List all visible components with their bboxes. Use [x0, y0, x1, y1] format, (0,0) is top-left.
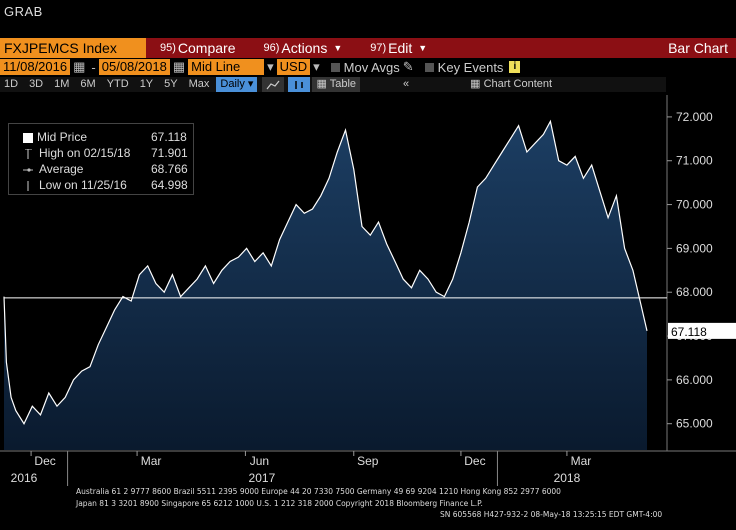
period-5y[interactable]: 5Y	[164, 78, 178, 90]
main-toolbar: FXJPEMCS Index 95) Compare 96) Actions ▼…	[0, 38, 736, 58]
line-type-select[interactable]: Mid Line	[188, 59, 265, 75]
legend-low-label: Low on 11/25/16	[39, 178, 127, 192]
legend-high-value: 71.901	[151, 146, 188, 160]
x-year-label: 2016	[11, 471, 38, 485]
period-1y[interactable]: 1Y	[139, 78, 154, 90]
y-tick-label: 70.000	[676, 198, 713, 212]
x-tick-label: Jun	[250, 454, 269, 468]
date-separator: -	[91, 59, 96, 75]
x-tick-label: Sep	[357, 454, 379, 468]
currency-field[interactable]: USD	[276, 59, 311, 75]
legend-mid-value: 67.118	[151, 130, 187, 144]
dropdown-caret-icon[interactable]: ▾	[267, 59, 274, 74]
actions-caret-icon: ▼	[333, 43, 343, 53]
high-marker-icon	[25, 149, 32, 159]
key-events-label: Key Events	[437, 59, 504, 75]
period-1m[interactable]: 1M	[54, 78, 70, 90]
mov-avgs-label: Mov Avgs	[343, 59, 400, 75]
compare-number: 95)	[160, 42, 176, 54]
footer-contacts: Australia 61 2 9777 8600 Brazil 5511 239…	[76, 487, 561, 496]
x-year-label: 2017	[249, 471, 276, 485]
edit-label: Edit	[388, 40, 413, 56]
legend-row-low: Low on 11/25/16 64.998	[9, 178, 195, 193]
table-label: Table	[329, 78, 356, 90]
frequency-label: Daily	[220, 78, 245, 90]
window-title: GRAB	[4, 4, 43, 19]
period-3d[interactable]: 3D	[29, 78, 44, 90]
period-ytd[interactable]: YTD	[106, 78, 129, 90]
period-max[interactable]: Max	[188, 78, 210, 90]
line-chart-icon[interactable]	[262, 77, 285, 92]
legend-mid-label: Mid Price	[37, 130, 88, 144]
legend-row-average: Average 68.766	[9, 162, 195, 177]
legend-low-value: 64.998	[151, 178, 188, 192]
edit-number: 97)	[370, 42, 387, 54]
table-button[interactable]: ▦ Table	[312, 77, 360, 92]
compare-label: Compare	[177, 40, 236, 56]
start-date-field[interactable]: 11/08/2016	[0, 59, 71, 75]
dropdown-caret-icon[interactable]: ▾	[313, 59, 320, 74]
average-marker-icon	[23, 168, 33, 172]
legend-row-high: High on 02/15/18 71.901	[9, 146, 195, 161]
end-date-field[interactable]: 05/08/2018	[98, 59, 170, 75]
calendar-icon[interactable]: ▦	[73, 59, 86, 74]
y-tick-label: 72.000	[676, 110, 713, 124]
price-line	[3, 119, 648, 425]
ticker-field[interactable]: FXJPEMCS Index	[0, 38, 146, 58]
edit-caret-icon: ▼	[418, 43, 428, 53]
chart-legend: Mid Price 67.118 High on 02/15/18 71.901…	[8, 123, 194, 195]
pencil-icon[interactable]: ✎	[402, 59, 414, 74]
y-tick-label: 69.000	[676, 241, 713, 255]
compare-menu[interactable]: 95) Compare	[146, 38, 250, 58]
x-tick-label: Dec	[34, 454, 55, 468]
collapse-chevrons-icon[interactable]: «	[403, 78, 410, 90]
legend-swatch	[23, 133, 33, 143]
x-tick-label: Mar	[141, 454, 162, 468]
y-tick-label: 65.000	[676, 417, 713, 431]
price-area	[4, 121, 647, 451]
y-tick-label: 66.000	[676, 373, 713, 387]
actions-number: 96)	[263, 42, 280, 54]
legend-average-label: Average	[39, 162, 84, 176]
legend-average-value: 68.766	[151, 162, 188, 176]
calendar-icon[interactable]: ▦	[172, 59, 186, 74]
low-marker-icon	[27, 181, 29, 191]
chart-type-label[interactable]: Bar Chart	[668, 40, 728, 56]
period-bar: 1D 3D 1M 6M YTD 1Y 5Y Max Daily ▾ ▦ Tabl…	[0, 77, 666, 92]
y-tick-label: 68.000	[676, 285, 713, 299]
info-icon[interactable]: i	[509, 61, 521, 73]
x-tick-label: Dec	[464, 454, 485, 468]
last-price-tag	[668, 322, 736, 339]
chart-content-icon: ▦	[470, 78, 481, 90]
x-year-label: 2018	[554, 471, 581, 485]
actions-menu[interactable]: 96) Actions ▼	[250, 38, 357, 58]
frequency-select[interactable]: Daily ▾	[216, 77, 258, 92]
actions-label: Actions	[281, 40, 328, 56]
last-price-label: 67.118	[671, 325, 707, 339]
edit-menu[interactable]: 97) Edit ▼	[356, 38, 441, 58]
footer-copyright: Japan 81 3 3201 8900 Singapore 65 6212 1…	[76, 499, 483, 508]
chart-content-label: Chart Content	[483, 78, 553, 90]
mov-avgs-checkbox[interactable]	[330, 62, 340, 72]
chart-content-button[interactable]: ▦ Chart Content	[466, 77, 556, 92]
footer-session: SN 605568 H427-932-2 08-May-18 13:25:15 …	[440, 510, 663, 519]
period-6m[interactable]: 6M	[80, 78, 96, 90]
y-tick-label: 71.000	[676, 154, 713, 168]
key-events-checkbox[interactable]	[424, 62, 434, 72]
legend-high-label: High on 02/15/18	[39, 146, 131, 160]
period-1d[interactable]: 1D	[4, 78, 19, 90]
settings-bar: 11/08/2016 ▦ - 05/08/2018 ▦ Mid Line ▾ U…	[0, 58, 736, 76]
price-chart[interactable]: 65.00066.00067.00068.00069.00070.00071.0…	[0, 0, 736, 486]
legend-row-mid: Mid Price 67.118	[9, 130, 195, 145]
bar-chart-icon[interactable]	[288, 77, 311, 92]
x-tick-label: Mar	[571, 454, 592, 468]
table-icon: ▦	[316, 78, 327, 90]
